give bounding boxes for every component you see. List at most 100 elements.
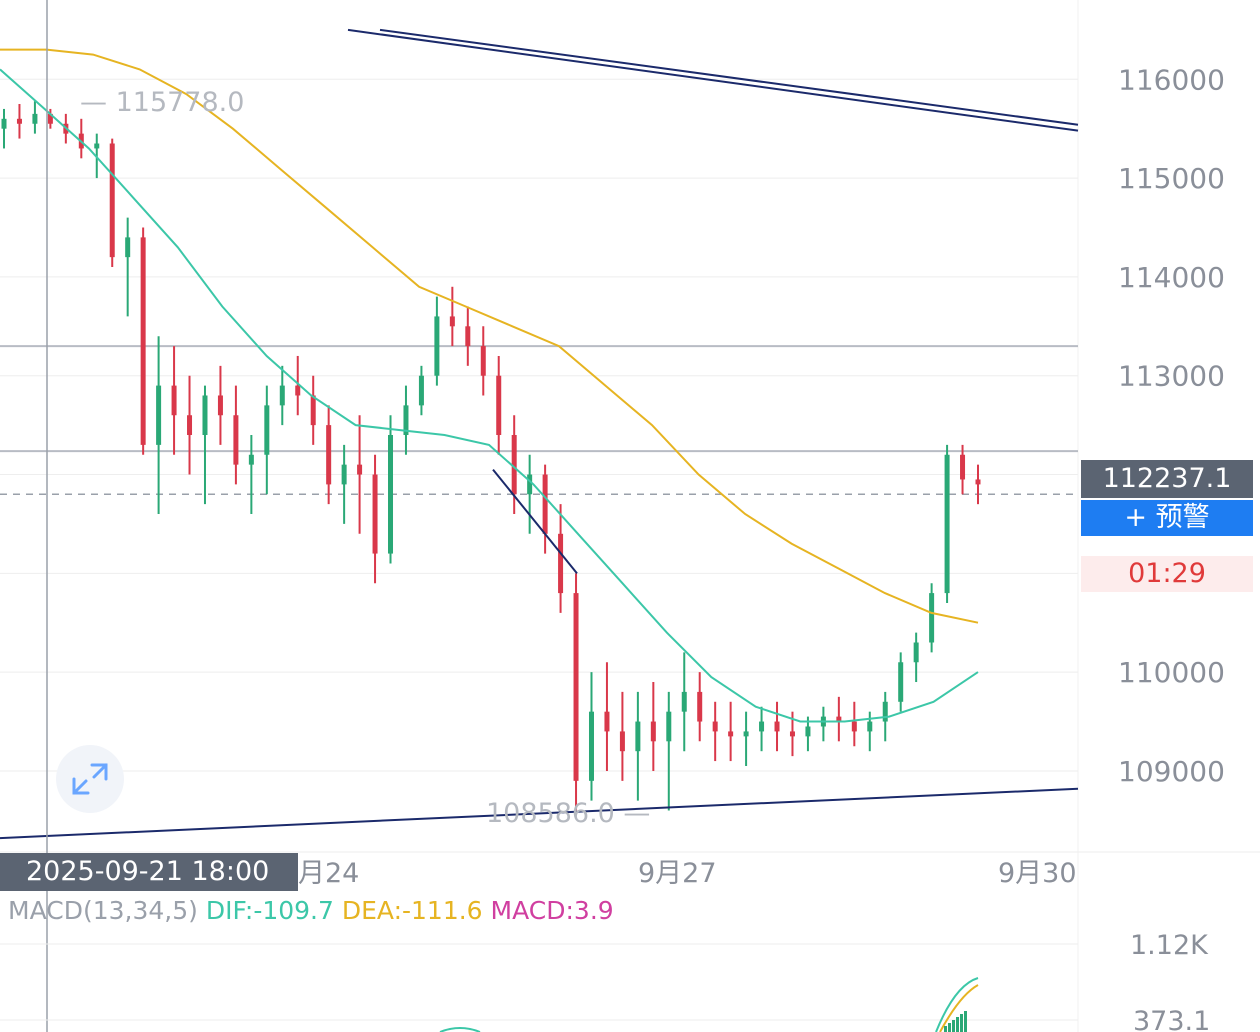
candle <box>960 444 966 495</box>
candle <box>759 706 765 752</box>
macd-dea-value: DEA:-111.6 <box>341 896 483 925</box>
candle-body <box>851 721 857 732</box>
crosshair-time-label: 2025-09-21 18:00 <box>0 853 298 891</box>
candle <box>78 118 84 159</box>
macd-histogram-bar <box>956 1017 959 1032</box>
candle <box>604 662 610 771</box>
candle <box>217 365 223 445</box>
candle-body <box>388 435 394 554</box>
candle <box>480 326 486 396</box>
last-price-tag: 112237.1 <box>1081 460 1253 498</box>
candle-body <box>140 237 146 445</box>
candle-body <box>248 454 254 465</box>
candle-body <box>697 691 703 722</box>
candle-body <box>264 405 270 455</box>
candle-body <box>944 454 950 594</box>
candle <box>743 711 749 767</box>
short-trendline <box>492 468 578 574</box>
candle <box>233 385 239 485</box>
time-axis: 月24 9月27 9月30 <box>298 858 1077 889</box>
candle <box>558 504 564 613</box>
expand-icon <box>72 763 108 795</box>
candle-body <box>619 731 625 752</box>
candle <box>388 415 394 564</box>
candle <box>47 108 53 129</box>
candle <box>681 652 687 752</box>
candle-body <box>187 415 193 435</box>
candle-body <box>357 464 363 475</box>
candle <box>851 701 857 747</box>
candle-body <box>650 721 656 742</box>
candle <box>1 108 7 149</box>
candle <box>264 385 270 495</box>
candle-body <box>372 474 378 554</box>
price-tick-label: 110000 <box>1118 656 1225 689</box>
expand-button[interactable] <box>56 745 124 813</box>
candle-body <box>681 691 687 712</box>
candle-body <box>341 464 347 485</box>
macd-dif-value: DIF:-109.7 <box>205 896 334 925</box>
candle-body <box>789 731 795 737</box>
candle-body <box>202 395 208 435</box>
candle <box>975 464 981 505</box>
candle <box>109 138 115 268</box>
candle <box>573 573 579 811</box>
candle <box>202 385 208 505</box>
price-tick-label: 114000 <box>1118 261 1225 294</box>
candle <box>836 696 842 742</box>
candle <box>944 444 950 603</box>
candle <box>372 454 378 584</box>
macd-histogram-bar <box>944 1026 947 1032</box>
price-tick-label: 116000 <box>1118 63 1225 96</box>
candle-body <box>666 711 672 742</box>
candle <box>16 103 22 139</box>
candle-body <box>32 113 38 124</box>
price-tick-label: 109000 <box>1118 755 1225 788</box>
candle <box>619 691 625 781</box>
ma-green-line <box>0 68 979 723</box>
candle-body <box>310 395 316 426</box>
candle <box>588 672 594 801</box>
candle-body <box>542 474 548 534</box>
candle-body <box>604 711 610 732</box>
candle-body <box>511 435 517 495</box>
candle-body <box>403 405 409 435</box>
candle-body <box>496 375 502 435</box>
candle <box>542 464 548 554</box>
alert-button[interactable]: + 预警 <box>1081 500 1253 536</box>
candle-body <box>805 726 811 737</box>
price-tick-label: 113000 <box>1118 360 1225 393</box>
candle <box>697 672 703 742</box>
candle-body <box>480 346 486 376</box>
macd-histogram-bar <box>960 1014 963 1032</box>
macd-dea-line <box>939 984 979 1032</box>
candle-body <box>233 415 239 465</box>
candle-countdown: 01:29 <box>1081 556 1253 592</box>
moving-averages <box>0 48 979 723</box>
candle-body <box>743 731 749 737</box>
candle-body <box>109 143 115 258</box>
candle-body <box>882 701 888 722</box>
candle <box>496 355 502 455</box>
candle <box>341 444 347 524</box>
macd-tick-label: 373.1 <box>1133 1006 1210 1032</box>
candle-body <box>712 721 718 732</box>
trendlines-group <box>0 28 1079 840</box>
candle-body <box>94 143 100 149</box>
candle-body <box>588 711 594 781</box>
upper-trendline <box>347 28 1079 132</box>
time-tick-label: 月24 <box>298 858 359 889</box>
candle-body <box>295 385 301 396</box>
candle-body <box>759 721 765 732</box>
candle-body <box>898 662 904 702</box>
candle <box>418 365 424 416</box>
time-tick-label: 9月27 <box>638 858 717 889</box>
price-axis: 1160001150001140001130001100001090001110… <box>1118 63 1225 788</box>
price-tick-label: 115000 <box>1118 162 1225 195</box>
candle <box>171 346 177 455</box>
candle <box>635 691 641 801</box>
candle-body <box>125 237 131 258</box>
candle <box>511 415 517 515</box>
